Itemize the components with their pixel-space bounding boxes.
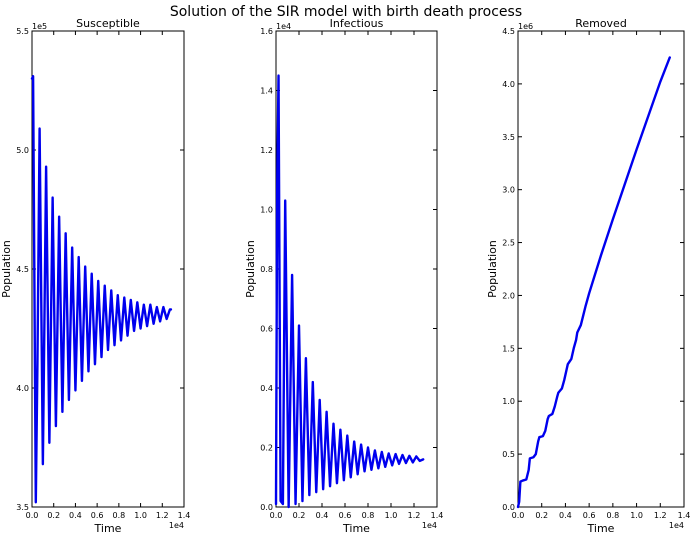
x-tick-label: 0.2: [47, 511, 60, 520]
y-tick-label: 1.0: [260, 206, 273, 215]
x-tick-label: 0.6: [339, 511, 352, 520]
x-tick-label: 1.2: [654, 511, 667, 520]
chart-title: Infectious: [330, 17, 384, 30]
y-tick-label: 0.0: [502, 503, 515, 512]
x-tick-label: 0.0: [26, 511, 39, 520]
x-tick-label: 0.0: [270, 511, 283, 520]
x-tick-label: 0.6: [583, 511, 596, 520]
x-tick-label: 0.4: [559, 511, 572, 520]
series-line: [30, 75, 173, 504]
y-tick-label: 5.0: [16, 146, 29, 155]
x-tick-label: 0.2: [535, 511, 548, 520]
y-tick-label: 3.5: [16, 503, 29, 512]
y-tick-label: 4.0: [502, 80, 515, 89]
y-tick-label: 0.6: [260, 325, 273, 334]
x-tick-label: 0.8: [362, 511, 375, 520]
x-tick-label: 1.4: [431, 511, 444, 520]
y-offset-label: 1e5: [32, 22, 47, 31]
y-offset-label: 1e6: [518, 22, 533, 31]
y-axis-label: Population: [0, 240, 13, 298]
x-tick-label: 0.4: [69, 511, 82, 520]
x-tick-label: 1.0: [630, 511, 643, 520]
x-tick-label: 1.4: [178, 511, 191, 520]
y-tick-label: 4.0: [16, 384, 29, 393]
y-tick-label: 1.2: [260, 146, 273, 155]
figure-title: Solution of the SIR model with birth dea…: [170, 4, 522, 20]
y-tick-label: 4.5: [502, 27, 515, 36]
y-tick-label: 2.5: [502, 239, 515, 248]
series-line: [274, 74, 425, 509]
x-tick-label: 0.0: [512, 511, 525, 520]
y-tick-label: 4.5: [16, 265, 29, 274]
x-tick-label: 0.8: [112, 511, 125, 520]
x-tick-label: 1.0: [385, 511, 398, 520]
y-tick-label: 0.8: [260, 265, 273, 274]
chart-title: Removed: [575, 17, 627, 30]
y-axis-label: Population: [486, 240, 499, 298]
x-tick-label: 0.4: [316, 511, 329, 520]
plot-area: [275, 30, 438, 508]
x-tick-label: 1.2: [156, 511, 169, 520]
y-tick-label: 0.4: [260, 384, 273, 393]
x-axis-label: Time: [587, 522, 615, 534]
chart-title: Susceptible: [76, 17, 140, 30]
x-tick-label: 0.8: [606, 511, 619, 520]
y-tick-label: 0.0: [260, 503, 273, 512]
x-tick-label: 1.0: [134, 511, 147, 520]
x-offset-label: 1e4: [422, 521, 437, 530]
chart-panel-3: 0.0 0.2 0.4 0.6 0.8 1.0 1.2 1.4 0.0 0.5 1.0 1.5 2.0 2…: [486, 17, 690, 534]
y-tick-label: 0.2: [260, 444, 273, 453]
y-tick-label: 0.5: [502, 450, 515, 459]
chart-panels: 0.0 0.2 0.4 0.6 0.8 1.0 1.2 1.43.54.04.55.05.51…: [0, 17, 690, 534]
x-offset-label: 1e4: [669, 521, 684, 530]
x-tick-label: 1.4: [678, 511, 691, 520]
y-tick-label: 1.0: [502, 397, 515, 406]
y-axis-label: Population: [244, 240, 257, 298]
series-line: [516, 56, 671, 509]
chart-panel-2: 0.0 0.2 0.4 0.6 0.8 1.0 1.2 1.4 0.0 0.2 0.4 0.6 0.8 1…: [244, 17, 443, 534]
y-tick-label: 1.6: [260, 27, 273, 36]
y-tick-label: 5.5: [16, 27, 29, 36]
x-axis-label: Time: [94, 522, 122, 534]
x-offset-label: 1e4: [169, 521, 184, 530]
x-tick-label: 0.2: [293, 511, 306, 520]
x-tick-label: 1.2: [408, 511, 421, 520]
y-tick-label: 3.5: [502, 133, 515, 142]
y-offset-label: 1e4: [276, 22, 291, 31]
chart-panel-1: 0.0 0.2 0.4 0.6 0.8 1.0 1.2 1.43.54.04.55.05.51…: [0, 17, 190, 534]
x-tick-label: 0.6: [91, 511, 104, 520]
y-tick-label: 3.0: [502, 186, 515, 195]
y-tick-label: 2.0: [502, 291, 515, 300]
y-tick-label: 1.5: [502, 344, 515, 353]
x-axis-label: Time: [342, 522, 370, 534]
y-tick-label: 1.4: [260, 87, 273, 96]
